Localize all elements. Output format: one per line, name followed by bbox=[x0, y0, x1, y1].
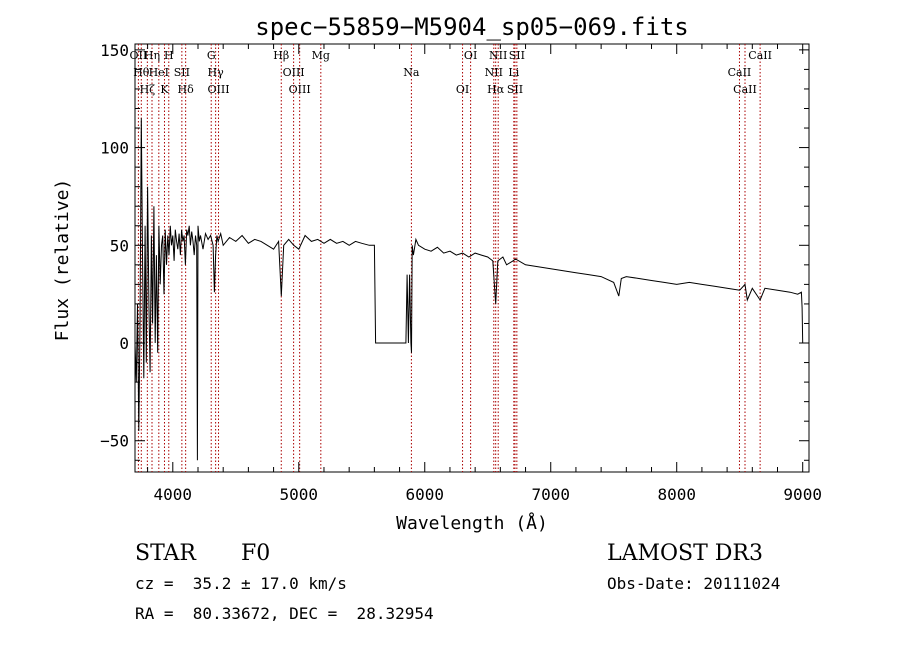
redshift-value: cz = 35.2 ± 17.0 km/s bbox=[135, 574, 347, 593]
emission-line-label-26: CaII bbox=[733, 83, 757, 96]
emission-line-labels: OIIHθHζHηHeIKHSIIHδGHγOIIIHβOIIIOIIIMgNa… bbox=[130, 49, 772, 96]
emission-line-label-15: Mg bbox=[312, 49, 330, 62]
emission-line-label-21: NII bbox=[489, 49, 507, 62]
emission-line-label-16: Na bbox=[403, 66, 420, 79]
emission-line-label-9: G bbox=[207, 49, 216, 62]
emission-line-label-14: OIII bbox=[289, 83, 311, 96]
emission-line-label-6: H bbox=[164, 49, 174, 62]
emission-line-label-13: OIII bbox=[283, 66, 305, 79]
y-axis-ticks: −50 0 50 100 150 bbox=[100, 41, 809, 461]
chart-title: spec−55859−M5904_sp05−069.fits bbox=[255, 13, 688, 41]
survey-name: LAMOST DR3 bbox=[607, 541, 763, 566]
emission-line-label-12: Hβ bbox=[273, 49, 289, 62]
emission-line-label-27: CaII bbox=[748, 49, 772, 62]
emission-line-label-3: Hη bbox=[144, 49, 160, 62]
emission-line-label-1: Hθ bbox=[133, 66, 150, 79]
x-axis-label: Wavelength (Å) bbox=[396, 512, 548, 534]
emission-line-label-18: OI bbox=[464, 49, 477, 62]
emission-line-label-23: SII bbox=[507, 83, 523, 96]
y-tick-label: 50 bbox=[110, 236, 129, 255]
emission-line-label-11: OIII bbox=[207, 83, 229, 96]
object-subclass: F0 bbox=[241, 541, 270, 566]
emission-line-label-4: HeI bbox=[149, 66, 169, 79]
y-tick-label: 0 bbox=[119, 334, 129, 353]
emission-line-label-17: OI bbox=[456, 83, 469, 96]
x-tick-label: 6000 bbox=[405, 485, 444, 504]
obs-date: Obs-Date: 20111024 bbox=[607, 574, 780, 593]
emission-line-label-5: K bbox=[160, 83, 169, 96]
emission-line-label-2: Hζ bbox=[140, 83, 156, 96]
emission-line-markers bbox=[137, 44, 761, 472]
emission-line-label-10: Hγ bbox=[208, 66, 225, 79]
emission-line-label-7: SII bbox=[174, 66, 190, 79]
x-tick-label: 8000 bbox=[657, 485, 696, 504]
x-tick-label: 7000 bbox=[531, 485, 570, 504]
coordinates: RA = 80.33672, DEC = 28.32954 bbox=[135, 604, 434, 623]
plot-frame bbox=[134, 43, 810, 473]
emission-line-label-22: Li bbox=[508, 66, 519, 79]
y-tick-label: 150 bbox=[100, 41, 129, 60]
x-tick-label: 9000 bbox=[783, 485, 822, 504]
y-tick-label: 100 bbox=[100, 139, 129, 158]
y-axis-label: Flux (relative) bbox=[52, 179, 73, 342]
emission-line-label-0: OII bbox=[130, 49, 148, 62]
emission-line-label-8: Hδ bbox=[178, 83, 195, 96]
emission-line-label-20: Hα bbox=[487, 83, 505, 96]
emission-line-label-19: NII bbox=[485, 66, 503, 79]
emission-line-label-25: CaII bbox=[728, 66, 752, 79]
x-axis-ticks: 4000 5000 6000 7000 8000 9000 bbox=[147, 44, 822, 504]
spectrum-line bbox=[134, 118, 804, 461]
object-class: STAR bbox=[135, 541, 197, 566]
x-tick-label: 5000 bbox=[280, 485, 319, 504]
y-tick-label: −50 bbox=[100, 432, 129, 451]
emission-line-label-24: SII bbox=[509, 49, 525, 62]
x-tick-label: 4000 bbox=[154, 485, 193, 504]
